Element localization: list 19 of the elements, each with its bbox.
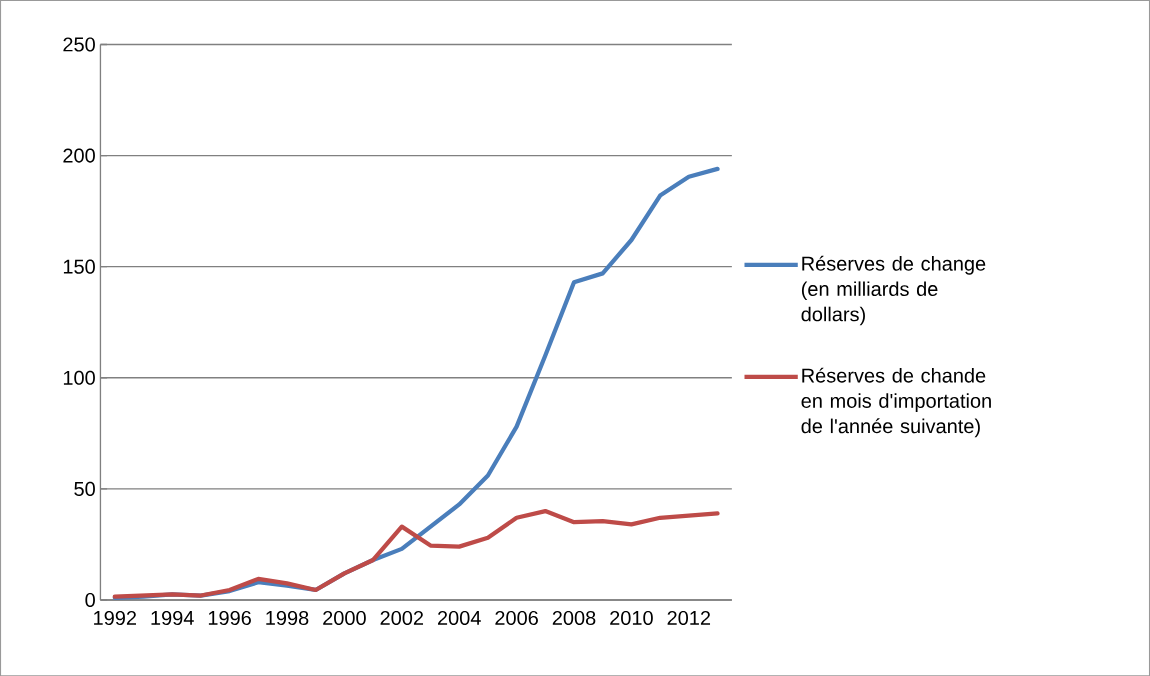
x-tick-label: 2004 — [437, 610, 481, 625]
legend-label: Réserves de chande en mois d'importation de l'année suivante) — [801, 367, 991, 437]
x-tick-label: 2006 — [495, 610, 538, 625]
y-tick-label: 100 — [63, 370, 95, 385]
legend-label: Réserves de change (en milliards de dollars) — [801, 255, 986, 326]
x-tick-label: 2002 — [380, 610, 424, 625]
y-tick-label: 200 — [63, 148, 95, 163]
y-tick-label: 50 — [74, 481, 95, 496]
x-tick-label: 2010 — [610, 610, 653, 625]
x-tick-label: 1998 — [266, 610, 309, 625]
x-tick-label: 2008 — [552, 610, 596, 625]
x-tick-label: 2012 — [667, 610, 711, 625]
y-tick-label: 250 — [63, 37, 95, 52]
x-tick-label: 2000 — [323, 610, 366, 625]
y-tick-label: 0 — [85, 592, 95, 607]
x-tick-label: 1994 — [151, 610, 194, 625]
y-tick-label: 150 — [63, 259, 95, 274]
x-tick-label: 1992 — [94, 610, 137, 625]
x-tick-label: 1996 — [208, 610, 251, 625]
